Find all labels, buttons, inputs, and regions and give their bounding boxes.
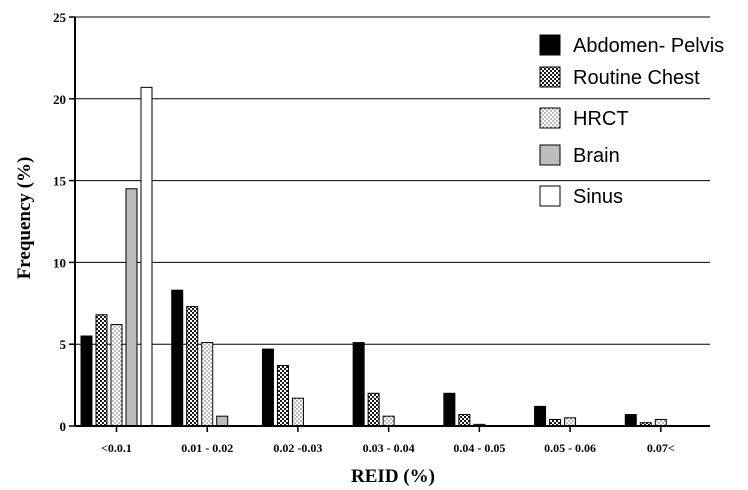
bar-routine-chest-2 [277,365,288,426]
x-tick-label: 0.01 - 0.02 [181,441,233,455]
bar-routine-chest-1 [187,307,198,426]
legend-swatch-brain [540,145,560,165]
y-tick-label: 10 [53,255,66,270]
bar-hrct-5 [565,418,576,426]
y-tick-labels: 0 5 10 15 20 25 [53,10,67,434]
y-tick-label: 5 [60,337,67,352]
bar-abdomen-pelvis-4 [444,393,455,426]
bar-routine-chest-3 [368,393,379,426]
x-tick-label: <0.0.1 [101,441,132,455]
y-axis-title: Frequency (%) [14,157,35,280]
legend: Abdomen- Pelvis Routine Chest HRCT Brain Sin… [540,35,724,208]
bar-brain-0 [126,189,137,426]
bar-abdomen-pelvis-2 [262,349,273,426]
legend-label-brain: Brain [573,145,620,167]
x-tick-label: 0.07< [647,441,675,455]
bar-routine-chest-0 [96,315,107,426]
bar-hrct-2 [292,398,303,426]
y-tick-label: 25 [53,10,67,25]
bar-abdomen-pelvis-3 [353,343,364,426]
x-tick-label: 0.05 - 0.06 [544,441,596,455]
y-tick-label: 20 [53,92,66,107]
bars [81,87,666,426]
bar-sinus-0 [141,87,152,426]
legend-swatch-routine-chest [540,67,560,87]
x-tick-label: 0.02 -0.03 [273,441,322,455]
legend-swatch-abdomen-pelvis [540,35,560,55]
x-tick-labels: <0.0.1 0.01 - 0.02 0.02 -0.03 0.03 - 0.04 0.… [101,441,675,455]
legend-label-abdomen-pelvis: Abdomen- Pelvis [573,35,724,57]
bar-routine-chest-4 [459,415,470,426]
bar-hrct-1 [202,343,213,426]
x-axis-title: REID (%) [351,466,435,487]
bar-abdomen-pelvis-5 [535,406,546,426]
bar-abdomen-pelvis-0 [81,336,92,426]
bar-abdomen-pelvis-6 [625,415,636,426]
y-tick-label: 15 [53,174,67,189]
legend-label-routine-chest: Routine Chest [573,67,700,89]
bar-abdomen-pelvis-1 [172,290,183,426]
bar-hrct-0 [111,325,122,426]
x-tick-label: 0.04 - 0.05 [453,441,505,455]
legend-swatch-hrct [540,108,560,128]
legend-label-hrct: HRCT [573,108,629,130]
bar-brain-1 [217,416,228,426]
x-tick-label: 0.03 - 0.04 [363,441,415,455]
bar-hrct-3 [383,416,394,426]
legend-swatch-sinus [540,186,560,206]
y-tick-label: 0 [60,419,67,434]
legend-label-sinus: Sinus [573,186,623,208]
